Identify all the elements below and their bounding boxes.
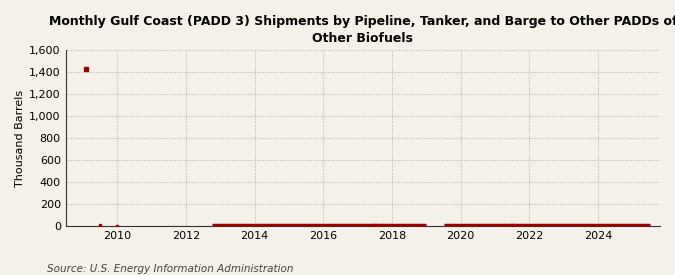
- Text: Source: U.S. Energy Information Administration: Source: U.S. Energy Information Administ…: [47, 264, 294, 274]
- Y-axis label: Thousand Barrels: Thousand Barrels: [15, 90, 25, 187]
- Title: Monthly Gulf Coast (PADD 3) Shipments by Pipeline, Tanker, and Barge to Other PA: Monthly Gulf Coast (PADD 3) Shipments by…: [49, 15, 675, 45]
